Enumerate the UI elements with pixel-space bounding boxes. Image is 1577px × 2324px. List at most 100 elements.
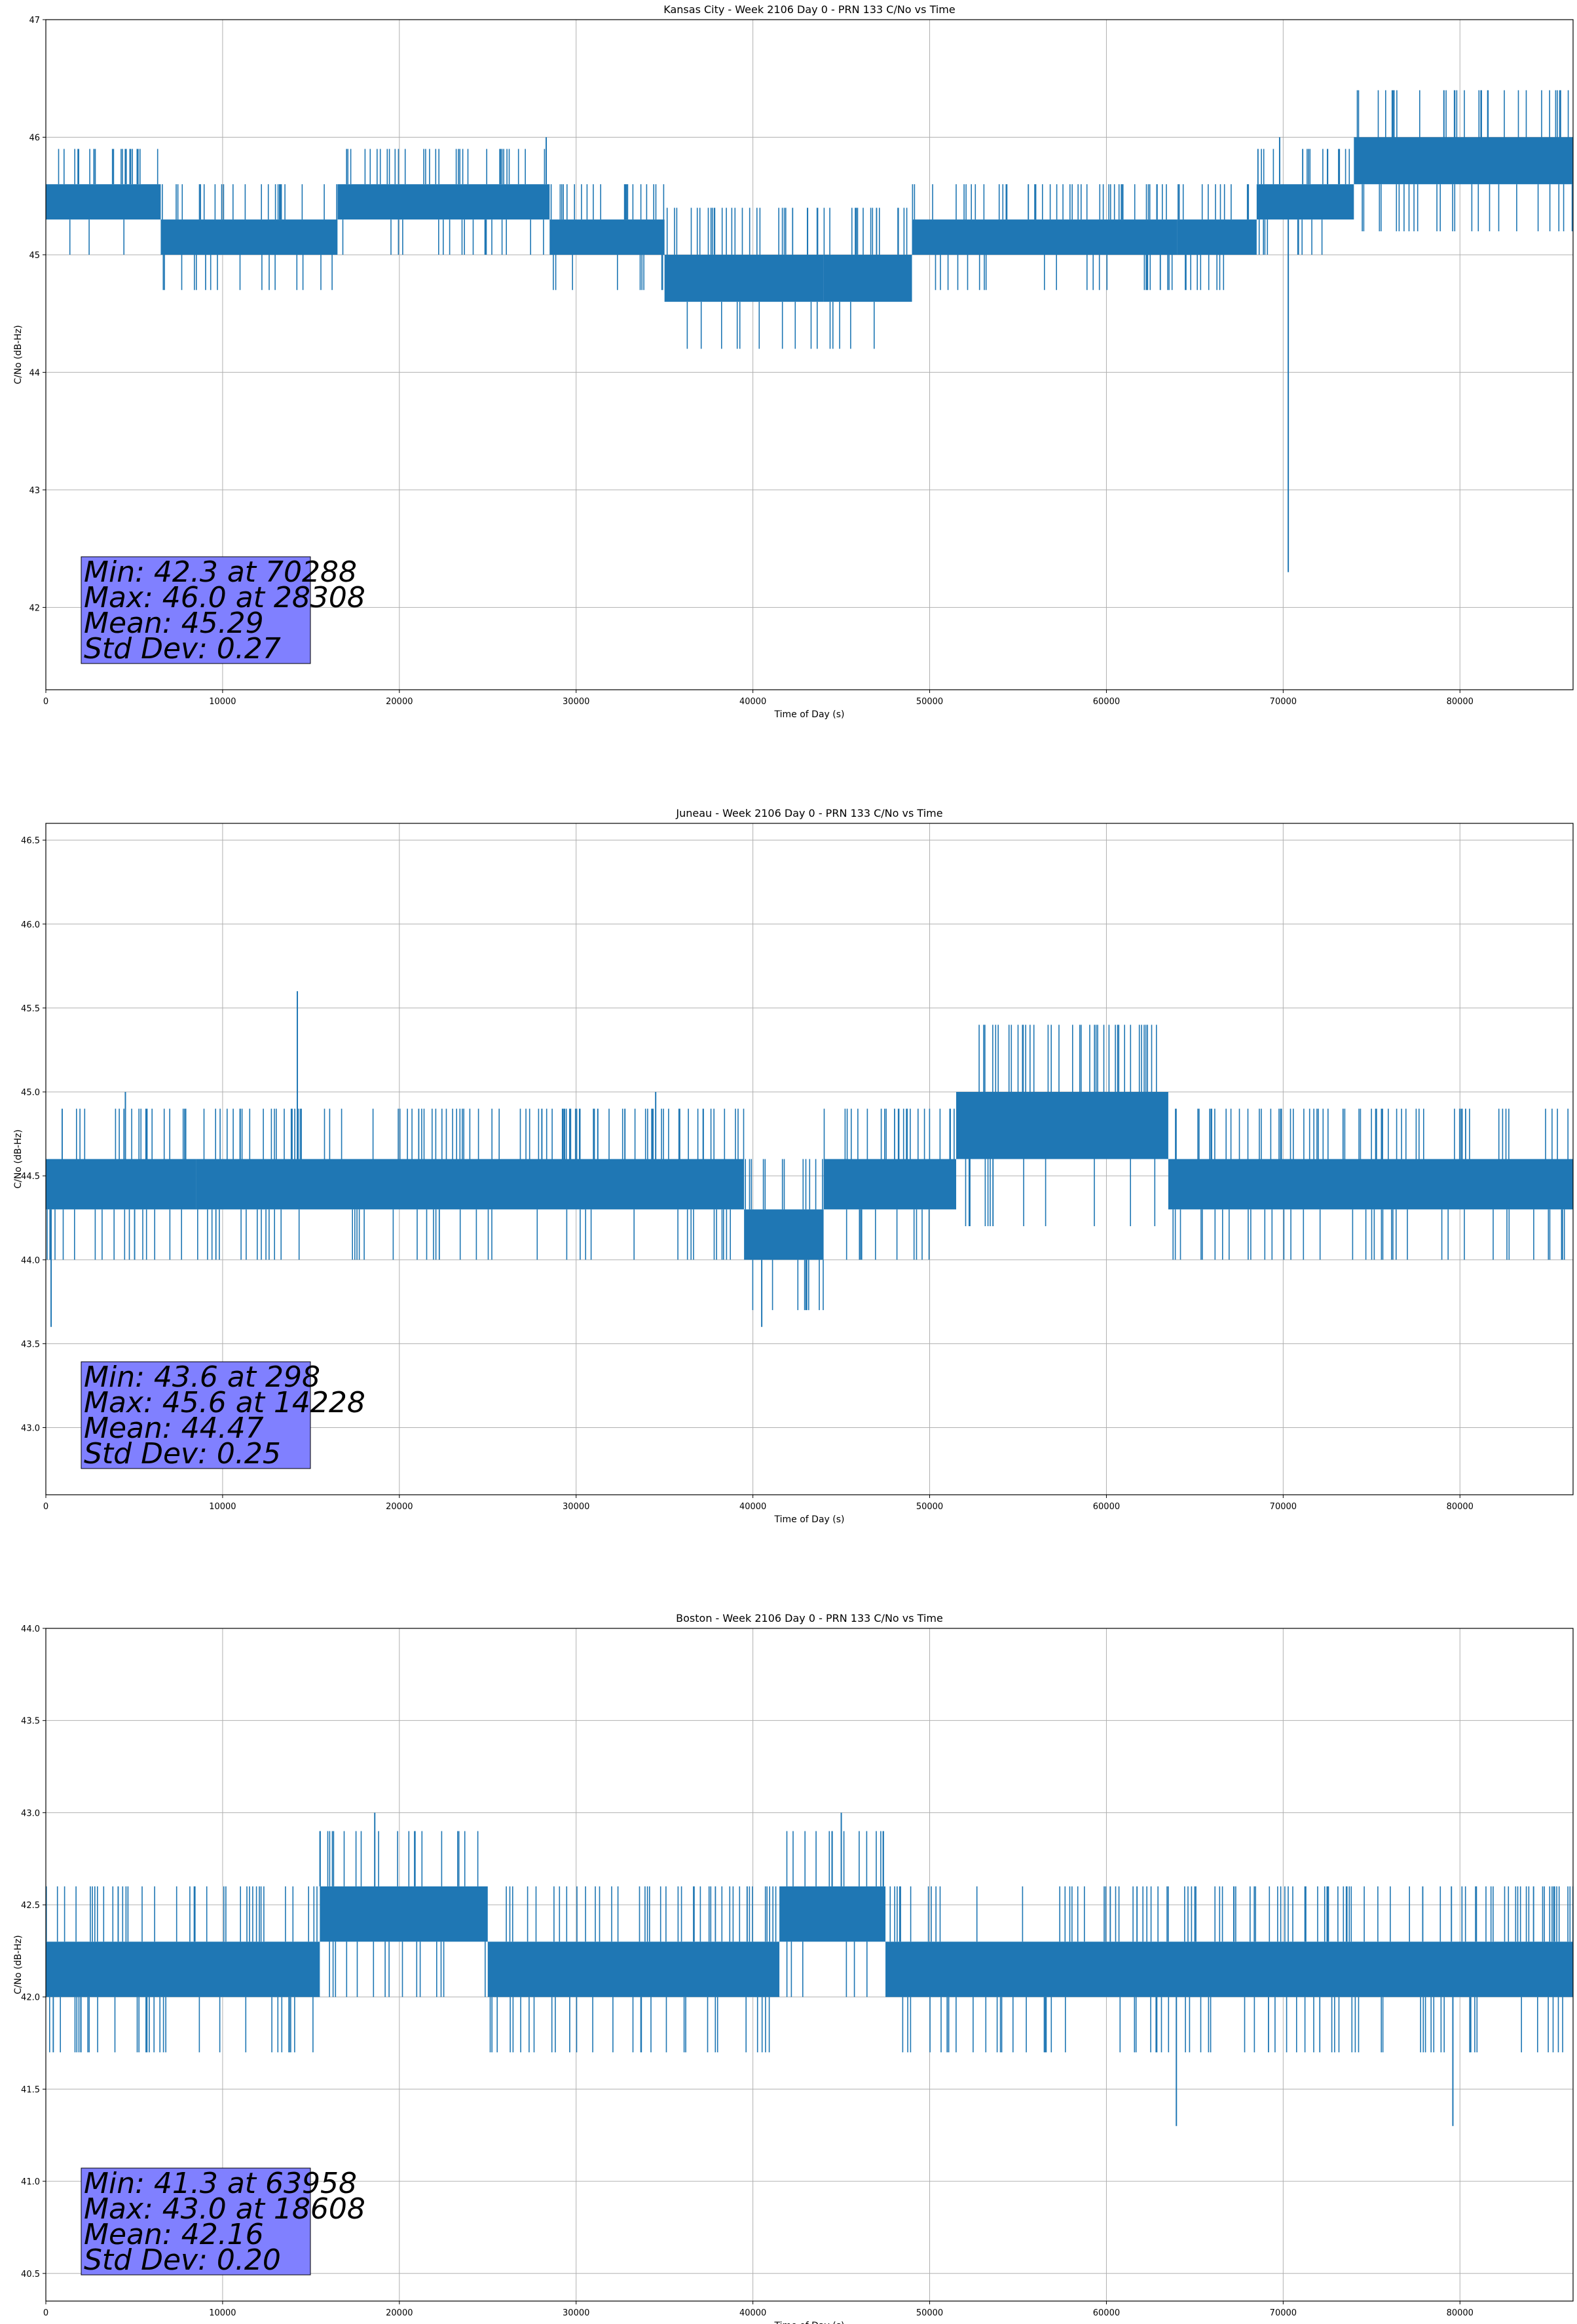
chart-0-stats-max: Max: 46.0 at 28308	[84, 581, 365, 614]
chart-1-band-4-noise	[965, 1024, 1157, 1226]
chart-0-xlabel: Time of Day (s)	[774, 709, 845, 720]
chart-2-stats-background	[81, 2167, 311, 2276]
chart-0-band-3-noise	[550, 184, 665, 290]
chart-2-ytick-label-4: 42.5	[21, 1901, 40, 1911]
chart-1-band-3	[823, 1159, 957, 1210]
chart-0-stats-std: Std Dev: 0.27	[84, 632, 281, 665]
chart-0-ytick-label-2: 44	[29, 368, 40, 378]
chart-1-xtick-label-2: 20000	[386, 1502, 413, 1512]
chart-2-xlabel: Time of Day (s)	[774, 2321, 845, 2324]
chart-2: 0 10000 20000 30000 40000 50000 60000 70000 8000…	[13, 1612, 1574, 2324]
chart-0-xtick-label-0: 0	[43, 697, 48, 707]
chart-0-band-6-noise	[912, 184, 1173, 290]
chart-2-band-3-noise	[786, 1831, 884, 1997]
chart-0-band-3	[549, 219, 665, 255]
chart-1-title: Juneau - Week 2106 Day 0 - PRN 133 C/No …	[675, 807, 942, 819]
chart-0-ytick-label-5: 47	[29, 16, 40, 26]
chart-2-xtick-label-8: 80000	[1447, 2308, 1474, 2318]
chart-0-band-4-noise	[666, 208, 819, 349]
chart-0-xtick-label-3: 30000	[563, 697, 589, 707]
chart-2-xtick-label-2: 20000	[386, 2308, 413, 2318]
chart-2-xtick-label-6: 60000	[1093, 2308, 1120, 2318]
chart-2-xtick-label-0: 0	[43, 2308, 48, 2318]
chart-1-band-1-noise	[197, 1108, 745, 1260]
chart-2-band-3	[779, 1886, 886, 1942]
chart-1-xtick-label-1: 10000	[209, 1502, 236, 1512]
chart-0-frame	[45, 19, 1574, 690]
chart-1-band-5-noise	[1172, 1108, 1568, 1260]
chart-2-stats-min: Min: 41.3 at 63958	[84, 2167, 357, 2200]
chart-1-ytick-label-0: 43.0	[21, 1424, 40, 1434]
chart-0-band-9-noise	[1356, 90, 1573, 232]
chart-2-ytick-label-7: 44.0	[21, 1624, 40, 1634]
chart-1-ytick-label-2: 44.0	[21, 1256, 40, 1265]
chart-1-xtick-label-5: 50000	[916, 1502, 943, 1512]
chart-0-xtick-label-2: 20000	[386, 697, 413, 707]
chart-1-xtick-label-7: 70000	[1270, 1502, 1297, 1512]
chart-0-band-9	[1354, 137, 1573, 185]
chart-1-ytick-label-3: 44.5	[21, 1172, 40, 1182]
chart-0-band-2	[337, 184, 550, 220]
chart-2-band-0	[46, 1941, 320, 1997]
chart-2-band-2-noise	[489, 1886, 777, 2053]
chart-2-band-1	[320, 1886, 488, 1942]
chart-2-stats-mean: Mean: 42.16	[84, 2218, 264, 2251]
chart-0-ytick-label-0: 42	[29, 603, 40, 613]
chart-2-xtick-label-5: 50000	[916, 2308, 943, 2318]
chart-2-stats-std: Std Dev: 0.20	[84, 2243, 281, 2277]
chart-1-stats-mean: Mean: 44.47	[84, 1412, 264, 1445]
chart-1-band-5	[1168, 1159, 1573, 1210]
chart-1-stats-min: Min: 43.6 at 298	[84, 1360, 320, 1394]
chart-2-band-2	[487, 1941, 780, 1997]
chart-2-ytick-label-0: 40.5	[21, 2270, 40, 2279]
chart-0-band-0	[46, 184, 161, 220]
chart-1-xtick-label-8: 80000	[1447, 1502, 1474, 1512]
chart-0-band-4	[664, 254, 824, 302]
chart-2-ytick-label-2: 41.5	[21, 2085, 40, 2095]
chart-0-band-7-noise	[1178, 184, 1250, 290]
chart-1-stats-background	[81, 1361, 311, 1469]
chart-2-ytick-label-5: 43.0	[21, 1809, 40, 1818]
chart-1-ytick-label-1: 43.5	[21, 1340, 40, 1349]
chart-0: 0 10000 20000 30000 40000 50000 60000 70000 8000…	[13, 3, 1574, 720]
chart-1-band-3-noise	[823, 1108, 955, 1260]
chart-1-band-0	[46, 1159, 196, 1210]
chart-0-band-7	[1177, 219, 1257, 255]
chart-2-band-4	[885, 1941, 1573, 1997]
chart-0-xtick-label-4: 40000	[739, 697, 766, 707]
chart-2-ylabel: C/No (dB-Hz)	[13, 1935, 24, 1994]
chart-1-band-4	[956, 1092, 1168, 1159]
chart-2-ytick-label-6: 43.5	[21, 1717, 40, 1727]
chart-2-xtick-label-1: 10000	[209, 2308, 236, 2318]
chart-1: 0 10000 20000 30000 40000 50000 60000 70000 8000…	[13, 807, 1574, 1525]
chart-0-band-5-noise	[823, 208, 908, 349]
chart-0-stats-mean: Mean: 45.29	[84, 607, 264, 640]
chart-1-xtick-label-0: 0	[43, 1502, 48, 1512]
chart-0-band-1-noise	[162, 184, 337, 290]
chart-0-xtick-label-5: 50000	[916, 697, 943, 707]
chart-2-xtick-label-3: 30000	[563, 2308, 589, 2318]
chart-0-xtick-label-6: 60000	[1093, 697, 1120, 707]
chart-0-band-8-noise	[1257, 149, 1350, 255]
chart-0-ytick-label-1: 43	[29, 486, 40, 496]
chart-2-band-0-noise	[46, 1886, 318, 2053]
chart-1-band-2	[744, 1209, 824, 1260]
chart-2-ytick-label-3: 42.0	[21, 1993, 40, 2003]
chart-1-stats-std: Std Dev: 0.25	[84, 1437, 281, 1471]
chart-1-ylabel: C/No (dB-Hz)	[13, 1129, 24, 1188]
chart-2-ytick-label-1: 41.0	[21, 2177, 40, 2187]
chart-0-stats-background	[81, 556, 311, 664]
chart-2-title: Boston - Week 2106 Day 0 - PRN 133 C/No …	[676, 1612, 943, 1624]
chart-0-xtick-label-8: 80000	[1447, 697, 1474, 707]
chart-1-ytick-label-4: 45.0	[21, 1088, 40, 1098]
chart-0-band-2-noise	[342, 149, 546, 255]
chart-2-band-4-noise	[889, 1886, 1573, 2053]
chart-0-xtick-label-7: 70000	[1270, 697, 1297, 707]
chart-1-xlabel: Time of Day (s)	[774, 1514, 845, 1525]
chart-2-xtick-label-4: 40000	[739, 2308, 766, 2318]
chart-2-xtick-label-7: 70000	[1270, 2308, 1297, 2318]
chart-0-ytick-label-4: 46	[29, 133, 40, 143]
